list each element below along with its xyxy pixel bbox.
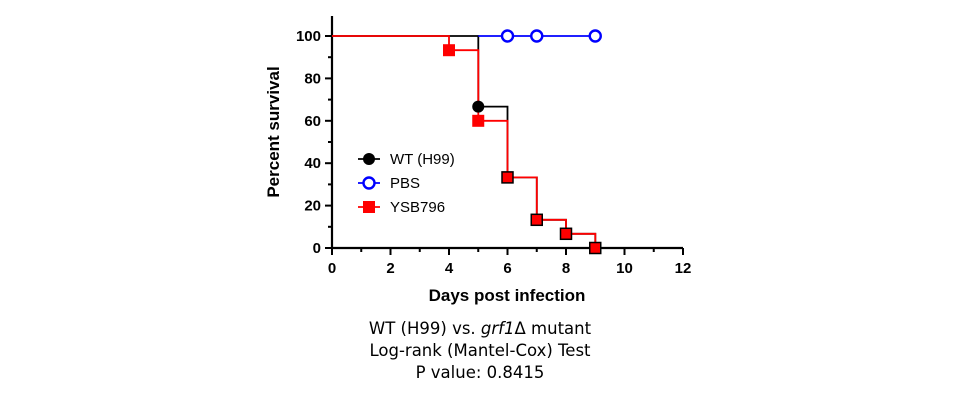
caption: WT (H99) vs. grf1Δ mutant Log-rank (Mant… (0, 318, 960, 384)
data-point-overlap (589, 241, 602, 255)
legend-marker-wt-h99 (363, 153, 375, 165)
chart-axes: 0 2 4 6 8 10 12 0 20 40 60 80 100 (296, 16, 691, 277)
caption-line-comparison: WT (H99) vs. grf1Δ mutant (0, 318, 960, 340)
chart-legend: WT (H99) PBS YSB796 (358, 151, 455, 216)
series-line-ysb796 (332, 35, 597, 248)
x-tick-label: 12 (675, 260, 692, 277)
legend-marker-pbs (362, 176, 376, 190)
data-point-pbs (588, 29, 602, 43)
data-point-pbs (500, 29, 515, 43)
legend-marker-ysb796 (363, 201, 375, 213)
series-markers (443, 29, 602, 255)
legend-label-pbs: PBS (390, 175, 420, 192)
legend-label-wt-h99: WT (H99) (390, 151, 455, 168)
x-axis-label: Days post infection (429, 286, 586, 305)
y-tick-label: 0 (313, 240, 321, 257)
data-point-overlap (530, 213, 543, 227)
data-point-ysb796 (530, 213, 543, 226)
x-tick-label: 6 (503, 260, 511, 277)
y-tick-label: 80 (304, 70, 321, 87)
data-point-ysb796 (589, 242, 602, 254)
series-lines (332, 35, 625, 249)
y-tick-label: 40 (304, 155, 321, 172)
caption-line-test: Log-rank (Mantel-Cox) Test (369, 341, 591, 360)
x-tick-label: 8 (562, 260, 570, 277)
y-tick-label: 20 (304, 198, 321, 215)
data-point-ysb796 (443, 44, 455, 57)
caption-comparison-suffix: Δ mutant (514, 319, 592, 338)
caption-comparison-prefix: WT (H99) vs. (368, 319, 481, 338)
legend-label-ysb796: YSB796 (390, 199, 445, 216)
caption-line-pvalue: P value: 0.8415 (415, 363, 545, 382)
x-tick-label: 2 (386, 260, 394, 277)
y-axis-label: Percent survival (264, 66, 283, 197)
caption-gene-name: grf1 (480, 319, 515, 338)
y-tick-label: 60 (304, 113, 321, 130)
data-point-ysb796 (472, 114, 485, 127)
data-point-wt-h99 (472, 100, 485, 113)
x-tick-label: 0 (328, 260, 336, 277)
data-point-ysb796 (501, 171, 514, 184)
x-tick-label: 10 (616, 260, 633, 277)
data-point-overlap (559, 227, 573, 241)
y-tick-label: 100 (296, 28, 321, 45)
data-point-ysb796 (560, 227, 572, 240)
x-tick-label: 4 (445, 260, 454, 277)
data-point-pbs (530, 29, 544, 43)
data-point-overlap (501, 171, 514, 184)
